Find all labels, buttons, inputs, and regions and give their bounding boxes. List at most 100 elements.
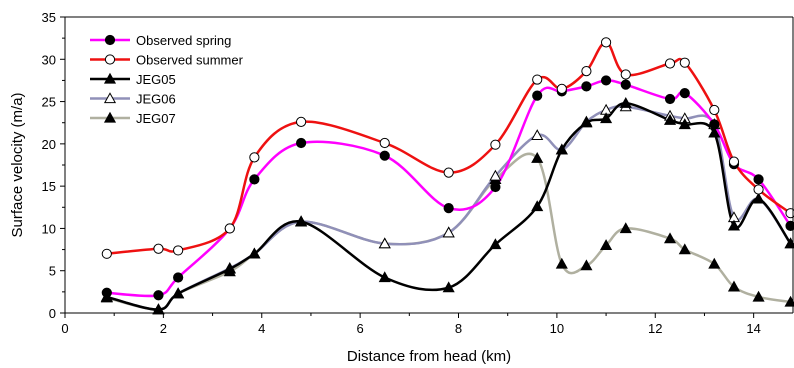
legend-marker-jeg07	[103, 111, 117, 123]
data-point-observed-spring	[249, 174, 260, 185]
data-point-jeg07	[600, 239, 613, 251]
data-point-jeg07	[727, 280, 741, 292]
series-layer	[100, 37, 794, 315]
data-point-observed-summer	[296, 116, 307, 127]
data-point-jeg07	[752, 290, 765, 302]
data-point-observed-summer	[490, 139, 501, 150]
data-point-observed-summer	[600, 37, 612, 48]
legend-label-observed-spring: Observed spring	[136, 33, 231, 48]
data-point-observed-summer	[581, 66, 592, 77]
y-tick-label: 10	[42, 221, 56, 236]
y-tick-label: 30	[42, 52, 56, 67]
data-point-jeg07	[663, 232, 677, 244]
legend-label-jeg07: JEG07	[136, 111, 176, 126]
data-point-observed-summer	[153, 243, 164, 254]
y-tick-label: 25	[42, 95, 56, 110]
data-point-observed-summer	[379, 137, 390, 149]
data-point-jeg07	[619, 222, 632, 234]
x-tick-label: 12	[648, 321, 662, 336]
data-point-observed-summer	[532, 74, 543, 85]
series-line-observed-summer	[106, 41, 792, 256]
data-point-jeg06	[489, 169, 502, 181]
data-point-jeg05	[172, 287, 185, 299]
data-point-observed-summer	[620, 69, 631, 80]
data-point-observed-summer	[679, 57, 690, 68]
data-point-jeg06	[378, 237, 391, 249]
legend-marker-observed-summer	[104, 54, 116, 65]
data-point-observed-summer	[785, 208, 794, 219]
data-point-observed-spring	[296, 137, 307, 149]
data-point-observed-summer	[101, 248, 112, 259]
data-point-observed-summer	[443, 167, 454, 178]
data-point-jeg05	[580, 116, 593, 128]
data-point-observed-summer	[249, 152, 260, 163]
data-point-observed-summer	[709, 104, 720, 116]
y-axis-title: Surface velocity (m/a)	[9, 92, 26, 237]
y-tick-label: 15	[42, 179, 56, 194]
data-point-observed-summer	[173, 245, 184, 256]
x-tick-label: 8	[455, 321, 462, 336]
data-point-observed-spring	[709, 119, 720, 130]
legend-marker-observed-spring	[104, 34, 116, 46]
data-point-observed-summer	[728, 156, 740, 167]
data-point-observed-spring	[443, 203, 454, 214]
data-point-observed-summer	[556, 83, 567, 94]
data-point-observed-spring	[153, 290, 164, 301]
data-point-observed-summer	[753, 184, 764, 195]
data-point-jeg05	[678, 118, 691, 130]
y-tick-label: 20	[42, 137, 56, 152]
series-line-jeg07	[106, 152, 791, 311]
data-point-jeg05	[600, 112, 613, 124]
data-point-observed-spring	[679, 88, 690, 99]
data-point-jeg06	[442, 226, 455, 238]
data-point-jeg05	[708, 126, 721, 138]
data-point-observed-spring	[581, 81, 592, 92]
data-point-jeg05	[752, 192, 765, 204]
data-point-jeg07	[531, 152, 544, 163]
data-point-observed-spring	[379, 150, 390, 161]
axes-layer: 0 2 4 6 8 10 12 14 0 5 10 15 20 25 30 35	[42, 10, 794, 336]
data-point-jeg07	[678, 243, 691, 255]
x-tick-label: 6	[357, 321, 364, 336]
legend-label-observed-summer: Observed summer	[136, 53, 244, 68]
x-tick-label: 14	[746, 321, 760, 336]
x-tick-label: 0	[61, 321, 68, 336]
data-point-jeg07	[580, 259, 593, 271]
data-point-observed-summer	[664, 58, 676, 69]
data-point-jeg05	[295, 215, 308, 227]
data-point-jeg05	[663, 113, 677, 125]
data-point-observed-spring	[664, 93, 676, 105]
x-tick-label: 4	[258, 321, 265, 336]
data-point-observed-spring	[753, 174, 764, 185]
data-point-jeg05	[152, 303, 165, 315]
data-point-jeg05	[378, 271, 391, 283]
legend: Observed spring Observed summer JEG05 JEG06…	[90, 33, 244, 126]
x-tick-label: 10	[550, 321, 564, 336]
y-tick-label: 35	[42, 10, 56, 25]
data-point-observed-spring	[490, 181, 501, 193]
data-point-observed-spring	[600, 75, 612, 86]
data-point-observed-spring	[101, 287, 112, 298]
data-point-observed-summer	[224, 223, 235, 234]
data-point-jeg05	[531, 200, 544, 212]
data-point-jeg05	[223, 262, 236, 274]
data-point-jeg06	[531, 129, 544, 141]
data-point-observed-spring	[785, 220, 794, 231]
data-point-jeg05	[248, 247, 261, 259]
y-tick-label: 0	[49, 306, 56, 321]
data-point-jeg05	[442, 281, 455, 293]
data-point-observed-spring	[173, 272, 184, 283]
data-point-jeg05	[727, 219, 741, 231]
x-axis-title: Distance from head (km)	[347, 348, 511, 365]
legend-marker-jeg06	[103, 92, 117, 104]
legend-label-jeg05: JEG05	[136, 72, 176, 87]
data-point-observed-spring	[532, 90, 543, 101]
data-point-jeg07	[555, 257, 568, 269]
data-point-jeg05	[619, 97, 632, 108]
data-point-jeg05	[555, 143, 568, 155]
data-point-observed-spring	[620, 79, 631, 90]
legend-marker-jeg05	[103, 72, 117, 84]
y-tick-label: 5	[49, 264, 56, 279]
series-line-observed-spring	[106, 79, 792, 298]
